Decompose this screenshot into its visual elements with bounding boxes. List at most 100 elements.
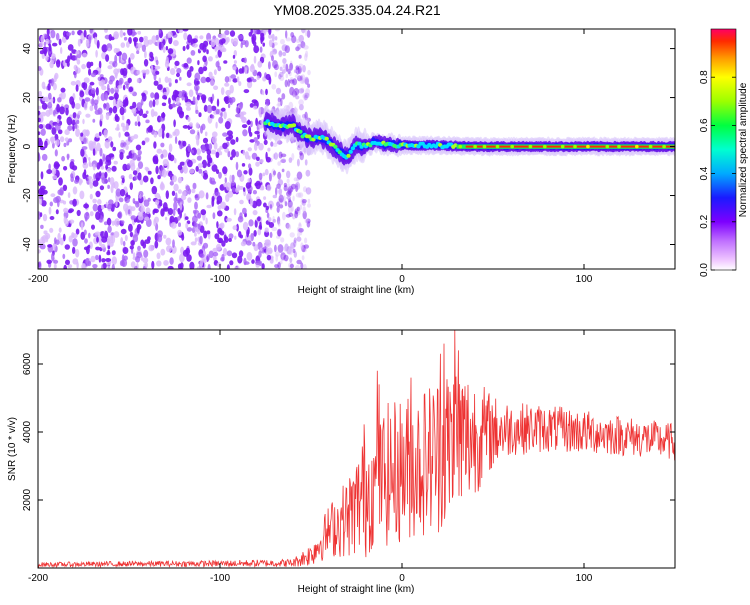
noise-blob bbox=[91, 141, 96, 151]
noise-blob bbox=[239, 101, 243, 110]
noise-blob bbox=[48, 206, 52, 215]
noise-blob bbox=[285, 30, 288, 39]
noise-blob bbox=[145, 119, 150, 124]
noise-blob bbox=[40, 128, 46, 136]
noise-blob bbox=[81, 146, 88, 150]
noise-blob bbox=[109, 241, 114, 247]
noise-blob bbox=[153, 80, 159, 86]
noise-blob bbox=[215, 54, 219, 59]
noise-blob bbox=[72, 198, 77, 207]
noise-blob bbox=[194, 231, 197, 237]
noise-blob bbox=[41, 53, 45, 59]
noise-blob bbox=[120, 42, 126, 48]
noise-blob bbox=[71, 30, 75, 36]
noise-blob bbox=[247, 80, 253, 89]
noise-blob bbox=[227, 190, 234, 198]
noise-blob bbox=[202, 172, 209, 180]
noise-blob bbox=[52, 175, 58, 180]
noise-blob bbox=[174, 60, 180, 66]
noise-blob bbox=[166, 132, 170, 138]
noise-blob bbox=[177, 216, 181, 221]
noise-blob bbox=[76, 59, 81, 65]
noise-blob bbox=[154, 65, 161, 70]
noise-blob bbox=[213, 69, 217, 76]
noise-blob bbox=[96, 142, 101, 152]
snr-panel: -200 -100 0 100 2000 4000 6000 Height of stra… bbox=[7, 329, 676, 595]
noise-blob bbox=[262, 172, 266, 177]
noise-blob bbox=[278, 194, 284, 203]
noise-blob bbox=[301, 29, 306, 34]
noise-blob bbox=[234, 266, 239, 269]
noise-blob bbox=[122, 247, 129, 254]
noise-blob bbox=[168, 97, 171, 105]
noise-blob bbox=[251, 259, 255, 264]
noise-blob bbox=[287, 78, 291, 87]
noise-blob bbox=[295, 46, 300, 52]
noise-blob bbox=[140, 205, 145, 214]
noise-blob bbox=[238, 81, 242, 87]
noise-blob bbox=[40, 171, 44, 180]
noise-blob bbox=[287, 187, 292, 195]
noise-blob bbox=[182, 125, 189, 129]
noise-blob bbox=[196, 155, 202, 161]
noise-blob bbox=[92, 198, 97, 204]
noise-blob bbox=[189, 129, 196, 135]
spectrogram-noise bbox=[38, 29, 312, 269]
noise-blob bbox=[243, 170, 248, 175]
noise-blob bbox=[197, 223, 201, 230]
noise-blob bbox=[155, 165, 159, 175]
noise-blob bbox=[214, 191, 221, 197]
noise-blob bbox=[115, 198, 118, 208]
noise-blob bbox=[274, 71, 278, 78]
noise-blob bbox=[304, 237, 308, 244]
noise-blob bbox=[293, 177, 299, 182]
noise-blob bbox=[264, 168, 269, 176]
noise-blob bbox=[174, 65, 178, 69]
noise-blob bbox=[46, 259, 52, 264]
noise-blob bbox=[294, 74, 301, 79]
noise-blob bbox=[289, 232, 295, 238]
noise-blob bbox=[302, 94, 307, 99]
noise-blob bbox=[304, 53, 308, 62]
noise-blob bbox=[246, 229, 250, 238]
noise-blob bbox=[64, 137, 69, 142]
noise-blob bbox=[121, 52, 128, 61]
noise-blob bbox=[45, 109, 51, 117]
noise-blob bbox=[245, 182, 252, 189]
noise-blob bbox=[246, 77, 252, 83]
noise-blob bbox=[63, 216, 67, 224]
noise-blob bbox=[113, 31, 119, 39]
noise-blob bbox=[108, 199, 114, 206]
noise-blob bbox=[88, 232, 91, 239]
noise-blob bbox=[209, 79, 215, 87]
noise-blob bbox=[257, 228, 262, 236]
noise-blob bbox=[200, 76, 207, 84]
noise-blob bbox=[47, 244, 53, 248]
noise-blob bbox=[278, 74, 282, 80]
noise-blob bbox=[67, 44, 74, 51]
noise-blob bbox=[222, 132, 228, 137]
noise-blob bbox=[40, 35, 45, 43]
noise-blob bbox=[206, 49, 209, 55]
noise-blob bbox=[218, 116, 224, 124]
noise-blob bbox=[248, 163, 252, 169]
noise-blob bbox=[195, 109, 199, 114]
noise-blob bbox=[279, 75, 285, 81]
noise-blob bbox=[249, 139, 255, 143]
noise-blob bbox=[295, 192, 302, 198]
noise-blob bbox=[243, 187, 246, 192]
noise-blob bbox=[256, 156, 260, 161]
noise-blob bbox=[228, 233, 234, 239]
noise-blob bbox=[160, 142, 165, 148]
noise-blob bbox=[44, 140, 48, 149]
noise-blob bbox=[124, 97, 129, 105]
noise-blob bbox=[98, 254, 102, 263]
noise-blob bbox=[187, 159, 193, 168]
noise-blob bbox=[255, 161, 260, 167]
noise-blob bbox=[172, 239, 175, 248]
noise-blob bbox=[72, 123, 75, 132]
noise-blob bbox=[116, 48, 120, 53]
noise-blob bbox=[122, 84, 126, 91]
bottom-x-tick-label: 100 bbox=[576, 573, 593, 584]
